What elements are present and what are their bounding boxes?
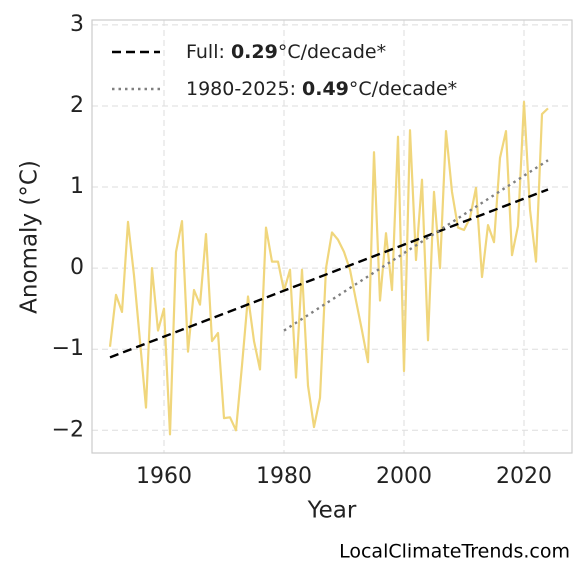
- data-line: [108, 100, 549, 436]
- y-tick-label: 1: [70, 174, 84, 199]
- y-tick-label: 2: [70, 93, 84, 118]
- legend-label: Full: 0.29°C/decade*: [186, 41, 386, 63]
- y-tick-label: −1: [52, 336, 84, 361]
- trend-line: [283, 159, 549, 332]
- y-tick-label: 0: [70, 255, 84, 280]
- x-tick-label: 2000: [376, 464, 432, 489]
- y-tick-label: 3: [70, 12, 84, 37]
- x-tick-label: 2020: [496, 464, 552, 489]
- y-tick-label: −2: [52, 417, 84, 442]
- trend-line: [109, 188, 549, 359]
- x-tick-label: 1980: [256, 464, 312, 489]
- source: LocalClimateTrends.com: [339, 541, 570, 563]
- y-axis-label: Anomaly (°C): [17, 160, 43, 314]
- legend-label: 1980-2025: 0.49°C/decade*: [186, 78, 457, 100]
- x-tick-label: 1960: [136, 464, 192, 489]
- x-axis-label: Year: [307, 498, 357, 524]
- plot-frame: [91, 19, 573, 454]
